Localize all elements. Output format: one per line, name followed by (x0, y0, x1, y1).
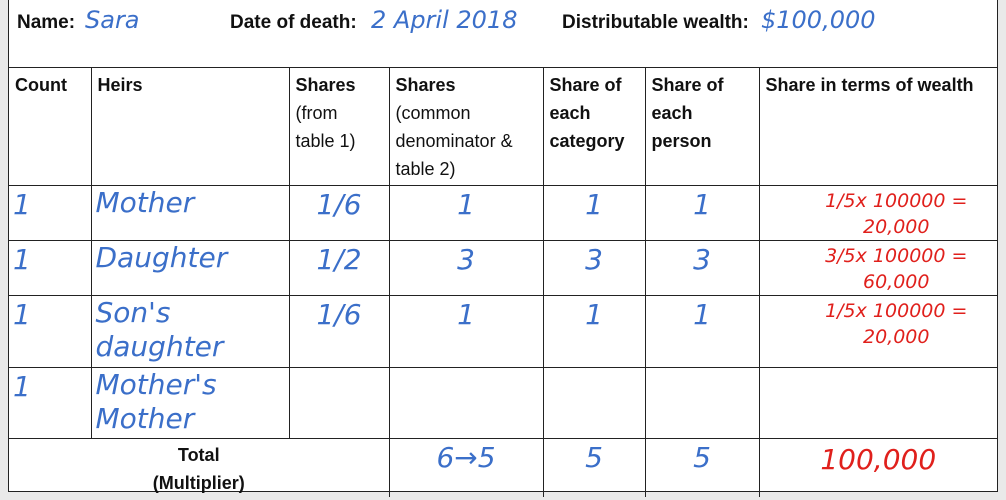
table-row: 1 Daughter 1/2 3 3 3 3/5x 100000 = 60,000 (9, 239, 997, 296)
death-date-label: Date of death: (230, 12, 357, 33)
row-shares-common: 1 (388, 184, 544, 241)
row-shares-table1: 1/6 (288, 184, 390, 241)
col-heirs: Heirs (90, 67, 290, 186)
shares-table: Count Heirs Shares (from table 1) Shares… (9, 67, 997, 497)
death-date-value: 2 April 2018 (371, 6, 518, 34)
row-shares-common: 3 (388, 239, 544, 296)
total-shares-common: 6→5 (388, 437, 544, 497)
row-shares-table1: 1/6 (288, 294, 390, 368)
row-share-person: 1 (644, 184, 760, 241)
col-share-wealth: Share in terms of wealth (758, 67, 997, 186)
row-share-person: 3 (644, 239, 760, 296)
row-share-category: 3 (542, 239, 646, 296)
col-shares-table1: Shares (from table 1) (288, 67, 390, 186)
name-value: Sara (85, 6, 140, 34)
row-share-wealth (758, 366, 997, 439)
wealth-label: Distributable wealth: (562, 12, 749, 33)
row-heir: Son's daughter (90, 294, 290, 368)
wealth-value: $100,000 (761, 6, 876, 34)
total-label: Total (Multiplier) (9, 437, 390, 497)
row-shares-table1: 1/2 (288, 239, 390, 296)
row-share-category: 1 (542, 294, 646, 368)
row-count: 1 (9, 294, 92, 368)
row-share-category: 1 (542, 184, 646, 241)
row-heir: Mother (90, 184, 290, 241)
row-share-person: 1 (644, 294, 760, 368)
row-heir: Mother's Mother (90, 366, 290, 439)
table-row: 1 Mother's Mother (9, 366, 997, 439)
row-count: 1 (9, 239, 92, 296)
row-share-category (542, 366, 646, 439)
row-share-wealth: 1/5x 100000 = 20,000 (758, 294, 997, 368)
col-share-person: Share of each person (644, 67, 760, 186)
row-shares-table1 (288, 366, 390, 439)
row-count: 1 (9, 366, 92, 439)
row-share-person (644, 366, 760, 439)
worksheet-header: Name: Sara Date of death: 2 April 2018 D… (9, 0, 997, 68)
row-heir: Daughter (90, 239, 290, 296)
total-wealth: 100,000 (758, 437, 997, 497)
total-share-person: 5 (644, 437, 760, 497)
row-shares-common (388, 366, 544, 439)
total-row: Total (Multiplier) 6→5 5 5 100,000 (9, 437, 997, 497)
col-share-category: Share of each category (542, 67, 646, 186)
row-share-wealth: 3/5x 100000 = 60,000 (758, 239, 997, 296)
table-row: 1 Son's daughter 1/6 1 1 1 1/5x 100000 = 2… (9, 294, 997, 368)
total-share-category: 5 (542, 437, 646, 497)
row-share-wealth: 1/5x 100000 = 20,000 (758, 184, 997, 241)
col-shares-common: Shares (common denominator & table 2) (388, 67, 544, 186)
inheritance-worksheet: Name: Sara Date of death: 2 April 2018 D… (8, 0, 998, 497)
row-count: 1 (9, 184, 92, 241)
col-count: Count (9, 67, 92, 186)
column-header-row: Count Heirs Shares (from table 1) Shares… (9, 67, 997, 186)
row-shares-common: 1 (388, 294, 544, 368)
table-row: 1 Mother 1/6 1 1 1 1/5x 100000 = 20,000 (9, 184, 997, 241)
name-label: Name: (17, 12, 76, 33)
